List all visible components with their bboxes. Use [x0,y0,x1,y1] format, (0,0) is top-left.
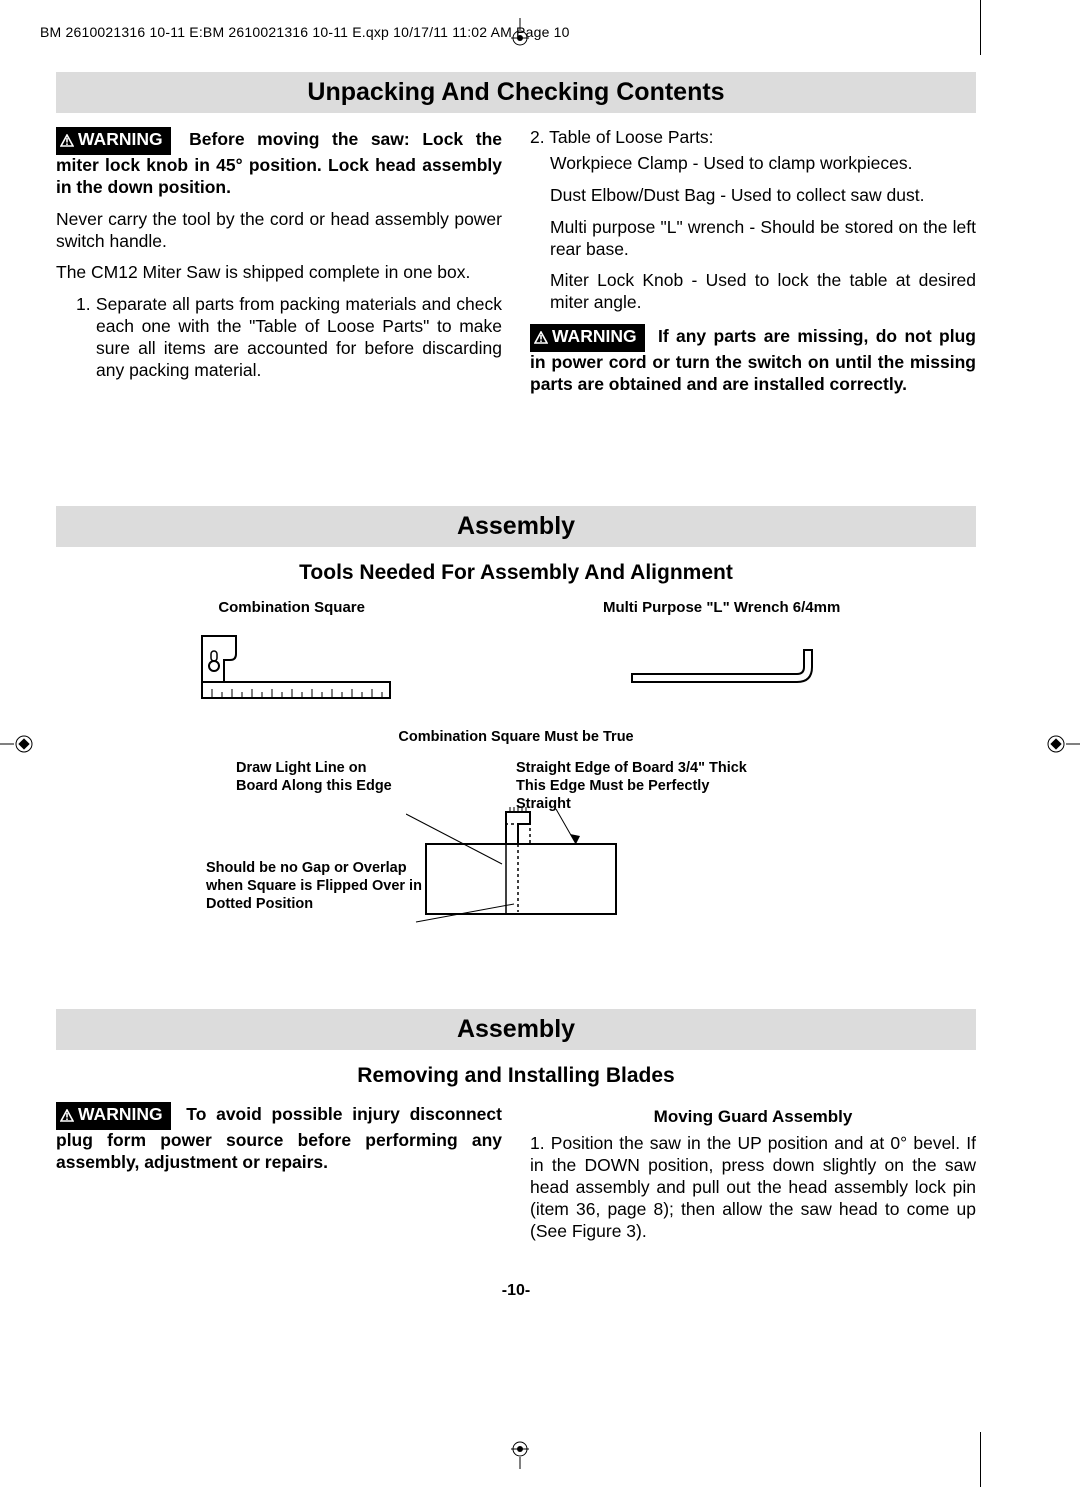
combination-square-icon [192,626,392,704]
section-title-assembly-1: Assembly [56,506,976,547]
crop-mark-bottom-icon [505,1439,535,1469]
moving-guard-heading: Moving Guard Assembly [530,1106,976,1127]
page-content: Unpacking And Checking Contents WARNING … [56,72,976,1300]
moving-guard-step1: 1. Position the saw in the UP position a… [530,1133,976,1242]
warning-badge: WARNING [56,1102,171,1130]
blades-left-column: WARNING To avoid possible injury disconn… [56,1102,502,1253]
warning-triangle-icon [534,328,548,350]
loose-part-2: Dust Elbow/Dust Bag - Used to collect sa… [550,185,976,207]
warning-label-text: WARNING [78,1104,163,1124]
warning-missing-parts: WARNING If any parts are missing, do not… [530,324,976,396]
warning-badge: WARNING [530,324,645,352]
square-true-bottom-note: Should be no Gap or Overlap when Square … [206,859,436,913]
square-true-diagram-icon [406,804,636,934]
square-true-diagram-block: Combination Square Must be True Draw Lig… [206,729,826,949]
side-registration-right-icon [1040,724,1080,764]
loose-part-1: Workpiece Clamp - Used to clamp workpiec… [550,153,976,175]
tool2-label: Multi Purpose "L" Wrench 6/4mm [603,599,840,616]
warning-disconnect: WARNING To avoid possible injury disconn… [56,1102,502,1174]
section-title-assembly-2: Assembly [56,1009,976,1050]
l-wrench-icon [622,644,822,694]
tool-l-wrench: Multi Purpose "L" Wrench 6/4mm [603,599,840,709]
warning-before-moving: WARNING Before moving the saw: Lock the … [56,127,502,199]
loose-part-4: Miter Lock Knob - Used to lock the table… [550,270,976,314]
warning-badge: WARNING [56,127,171,155]
trim-line-top [980,0,981,55]
square-true-title: Combination Square Must be True [206,729,826,745]
section-title-unpacking: Unpacking And Checking Contents [56,72,976,113]
warning-triangle-icon [60,1106,74,1128]
warning-label-text: WARNING [78,129,163,149]
warning-label-text: WARNING [552,326,637,346]
print-header: BM 2610021316 10-11 E:BM 2610021316 10-1… [40,24,570,40]
tool-combination-square: Combination Square [192,599,392,709]
square-true-left-note: Draw Light Line on Board Along this Edge [236,759,396,795]
blades-right-column: Moving Guard Assembly 1. Position the sa… [530,1102,976,1253]
loose-parts-heading: 2. Table of Loose Parts: [530,127,976,149]
warning-triangle-icon [60,131,74,153]
side-registration-left-icon [0,724,40,764]
unpacking-left-column: WARNING Before moving the saw: Lock the … [56,127,502,406]
tool1-label: Combination Square [192,599,392,616]
assembly-tools-subtitle: Tools Needed For Assembly And Alignment [56,561,976,585]
tools-row: Combination Square [86,599,946,709]
unpack-step1: 1. Separate all parts from packing mater… [76,294,502,382]
unpack-p2: The CM12 Miter Saw is shipped complete i… [56,262,502,284]
page-number: -10- [56,1282,976,1300]
trim-line-bottom [980,1432,981,1487]
unpack-p1: Never carry the tool by the cord or head… [56,209,502,253]
loose-part-3: Multi purpose "L" wrench - Should be sto… [550,217,976,261]
unpacking-right-column: 2. Table of Loose Parts: Workpiece Clamp… [530,127,976,406]
removing-blades-subtitle: Removing and Installing Blades [56,1064,976,1088]
